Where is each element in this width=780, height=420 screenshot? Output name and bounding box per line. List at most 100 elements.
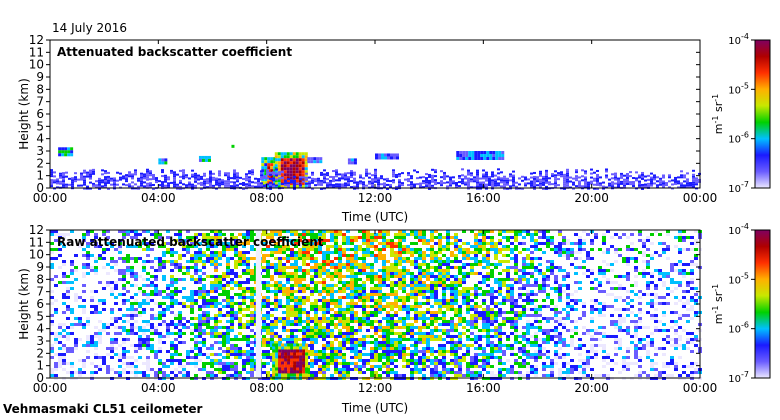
heat-cell [242, 181, 245, 184]
heat-cell [118, 251, 122, 254]
heat-cell [182, 332, 186, 335]
heat-cell [209, 176, 212, 179]
heat-cell [342, 368, 346, 371]
heat-cell [482, 281, 486, 284]
heat-cell [269, 187, 272, 190]
heat-cell [299, 176, 302, 179]
heat-cell [398, 320, 402, 323]
heat-cell [227, 174, 230, 177]
heat-cell [294, 278, 298, 281]
heat-cell [566, 178, 569, 181]
heat-cell [58, 347, 62, 350]
heat-cell [170, 344, 174, 347]
heat-cell [66, 347, 70, 350]
heat-cell [394, 296, 398, 299]
heat-cell [158, 184, 161, 187]
heat-cell [54, 332, 58, 335]
heat-cell [474, 311, 478, 314]
cloud-cell [301, 158, 305, 162]
heat-cell [206, 332, 210, 335]
heat-cell [338, 350, 342, 353]
y-tick-label: 3 [36, 144, 44, 158]
heat-cell [430, 293, 434, 296]
heat-cell [386, 347, 390, 350]
heat-cell [430, 266, 434, 269]
cloud-cell [207, 155, 211, 159]
heat-cell [494, 344, 498, 347]
heat-cell [200, 177, 203, 180]
heat-cell [146, 245, 150, 248]
heat-cell [190, 260, 194, 263]
heat-cell [222, 356, 226, 359]
heat-cell [362, 257, 366, 260]
heat-cell [314, 290, 318, 293]
cloud-cell [489, 151, 493, 154]
heat-cell [210, 281, 214, 284]
heat-cell [306, 329, 310, 332]
heat-cell [242, 338, 246, 341]
heat-cell [314, 275, 318, 278]
heat-cell [394, 314, 398, 317]
heat-cell [482, 314, 486, 317]
heat-cell [250, 248, 254, 251]
heat-cell [174, 353, 178, 356]
cloud-cell [298, 173, 302, 177]
heat-cell [62, 184, 65, 187]
cloud-cell [67, 147, 71, 151]
heat-cell [346, 266, 350, 269]
heat-cell [318, 317, 322, 320]
heat-cell [394, 320, 398, 323]
heat-cell [462, 263, 466, 266]
heat-cell [509, 173, 512, 176]
heat-cell [214, 245, 218, 248]
heat-cell [110, 323, 114, 326]
heat-cell [110, 350, 114, 353]
heat-cell [354, 356, 358, 359]
heat-cell [233, 183, 236, 186]
heat-cell [206, 323, 210, 326]
heat-cell [194, 269, 198, 272]
heat-cell [142, 260, 146, 263]
heat-cell [365, 184, 368, 187]
heat-cell [602, 187, 605, 190]
heat-cell [278, 173, 281, 176]
heat-cell [226, 281, 230, 284]
heat-cell [366, 341, 370, 344]
heat-cell [446, 233, 450, 236]
heat-cell [250, 356, 254, 359]
heat-cell [482, 257, 486, 260]
heat-cell [406, 293, 410, 296]
heat-cell [350, 338, 354, 341]
heat-cell [462, 275, 466, 278]
heat-cell [462, 248, 466, 251]
heat-cell [238, 233, 242, 236]
heat-cell [122, 371, 126, 374]
heat-cell [246, 236, 250, 239]
heat-cell [202, 368, 206, 371]
heat-cell [130, 323, 134, 326]
heat-cell [174, 233, 178, 236]
heat-cell [70, 272, 74, 275]
heat-cell [450, 293, 454, 296]
heat-cell [330, 299, 334, 302]
heat-cell [98, 332, 102, 335]
heat-cell [322, 329, 326, 332]
cloud-cell [273, 166, 277, 170]
heat-cell [262, 350, 266, 353]
heat-cell [167, 184, 170, 187]
heat-cell [414, 308, 418, 311]
heat-cell [470, 317, 474, 320]
heat-cell [394, 284, 398, 287]
heat-cell [94, 347, 98, 350]
heat-cell [294, 239, 298, 242]
heat-cell [154, 329, 158, 332]
heat-cell [266, 266, 270, 269]
heat-cell [362, 347, 366, 350]
cloud-cell [304, 164, 308, 168]
heat-cell [138, 245, 142, 248]
heat-cell [354, 320, 358, 323]
cloud-cell [462, 151, 466, 154]
heat-cell [402, 374, 406, 377]
heat-cell [122, 356, 126, 359]
heat-cell [659, 179, 662, 182]
